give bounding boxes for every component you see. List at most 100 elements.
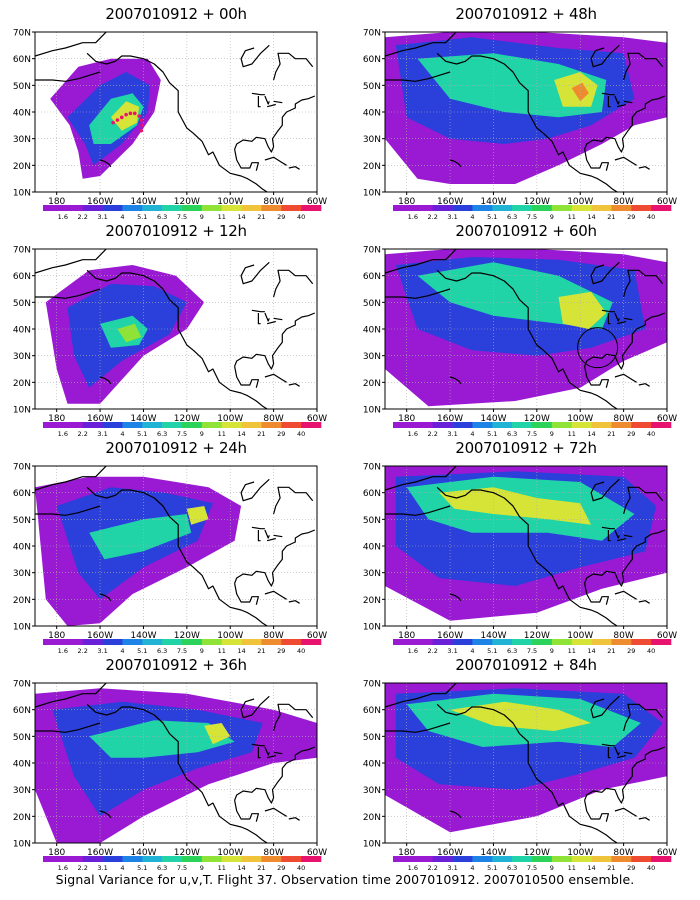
colorbar-swatch bbox=[512, 422, 533, 428]
coastline bbox=[273, 317, 283, 321]
lon-label: 60W bbox=[657, 414, 677, 424]
coastline bbox=[35, 505, 101, 516]
lon-label: 160W bbox=[437, 197, 463, 207]
variance-region bbox=[439, 487, 592, 525]
coastline bbox=[99, 376, 112, 385]
map-panel: 2007010912 + 84h 70N 60N 50N 40N 30N 20N 10N 180… bbox=[355, 656, 685, 871]
colorbar-label: 29 bbox=[627, 864, 635, 871]
colorbar-label: 6.3 bbox=[507, 213, 517, 220]
colorbar-swatch bbox=[241, 422, 262, 428]
colorbar-label: 4 bbox=[120, 647, 124, 654]
coastline bbox=[449, 159, 462, 168]
coastline bbox=[590, 44, 620, 68]
lat-label: 30N bbox=[13, 135, 31, 145]
coastline bbox=[616, 537, 626, 542]
coastline bbox=[614, 746, 620, 756]
colorbar-swatch bbox=[43, 205, 64, 211]
lon-label: 140W bbox=[130, 848, 156, 858]
colorbar-swatch bbox=[532, 856, 553, 862]
coastline bbox=[607, 530, 611, 542]
lon-label: 140W bbox=[480, 848, 506, 858]
colorbar-label: 3.1 bbox=[447, 213, 457, 220]
lat-label: 40N bbox=[363, 760, 381, 770]
variance-region bbox=[450, 701, 592, 731]
coastline bbox=[288, 383, 300, 387]
colorbar-label: 9 bbox=[200, 430, 204, 437]
lat-label: 50N bbox=[13, 82, 31, 92]
coastline bbox=[266, 754, 276, 759]
variance-map: 70N 60N 50N 40N 30N 20N 10N 180 160W 140W 120W 100W… bbox=[13, 29, 327, 221]
coastline bbox=[584, 366, 609, 388]
lon-label: 140W bbox=[480, 631, 506, 641]
lat-label: 50N bbox=[13, 516, 31, 526]
variance-region bbox=[117, 323, 142, 343]
lon-label: 60W bbox=[307, 631, 327, 641]
colorbar-swatch bbox=[651, 856, 672, 862]
lon-label: 60W bbox=[307, 414, 327, 424]
variance-map: 70N 60N 50N 40N 30N 20N 10N 180 160W 140W 120W 100W… bbox=[363, 463, 677, 655]
colorbar-label: 40 bbox=[647, 864, 655, 871]
colorbar-label: 11 bbox=[218, 430, 226, 437]
colorbar-swatch bbox=[492, 205, 513, 211]
colorbar-swatch bbox=[162, 639, 183, 645]
colorbar-swatch bbox=[221, 639, 242, 645]
coastline bbox=[99, 159, 112, 168]
colorbar-swatch bbox=[182, 856, 203, 862]
coastline bbox=[257, 530, 261, 542]
coastline bbox=[436, 486, 618, 626]
coastline bbox=[601, 743, 615, 747]
colorbar-swatch bbox=[591, 639, 612, 645]
lon-label: 160W bbox=[437, 414, 463, 424]
lon-label: 140W bbox=[130, 631, 156, 641]
panel-title: 2007010912 + 12h bbox=[105, 222, 247, 240]
colorbar-label: 1.6 bbox=[58, 213, 68, 220]
colorbar-label: 29 bbox=[627, 430, 635, 437]
colorbar-label: 14 bbox=[237, 864, 245, 871]
coastline bbox=[273, 486, 314, 515]
variance-map: 70N 60N 50N 40N 30N 20N 10N 180 160W 140W 120W 100W… bbox=[363, 29, 677, 221]
colorbar-swatch bbox=[182, 639, 203, 645]
colorbar-swatch bbox=[412, 856, 434, 862]
colorbar-swatch bbox=[261, 205, 282, 211]
colorbar-swatch bbox=[591, 422, 612, 428]
colorbar-swatch bbox=[261, 422, 282, 428]
colorbar-swatch bbox=[571, 205, 592, 211]
colorbar-label: 2.2 bbox=[78, 864, 88, 871]
colorbar-swatch bbox=[142, 205, 163, 211]
coastline bbox=[273, 100, 283, 104]
lon-label: 140W bbox=[480, 197, 506, 207]
colorbar-swatch bbox=[221, 205, 242, 211]
colorbar-swatch bbox=[281, 639, 302, 645]
colorbar-swatch bbox=[472, 205, 493, 211]
coastline bbox=[35, 249, 107, 274]
lon-label: 180 bbox=[48, 197, 65, 207]
coastline bbox=[240, 478, 270, 502]
colorbar-swatch bbox=[221, 856, 242, 862]
observation-point bbox=[139, 118, 144, 122]
variance-map: 70N 60N 50N 40N 30N 20N 10N 180 160W 140W 120W 100W… bbox=[363, 680, 677, 872]
coastline bbox=[234, 149, 259, 171]
colorbar-swatch bbox=[452, 422, 473, 428]
colorbar-swatch bbox=[122, 856, 143, 862]
coastline bbox=[614, 529, 620, 539]
map-panel: 2007010912 + 00h 70N 60N 50N 40N 30N 20N 10N 180… bbox=[5, 5, 335, 220]
panel-title: 2007010912 + 60h bbox=[455, 222, 597, 240]
lat-label: 70N bbox=[13, 463, 31, 473]
colorbar-label: 9 bbox=[550, 864, 554, 871]
lat-label: 30N bbox=[363, 786, 381, 796]
colorbar-swatch bbox=[301, 639, 322, 645]
lat-label: 20N bbox=[363, 813, 381, 823]
lon-label: 180 bbox=[398, 414, 415, 424]
colorbar-swatch bbox=[62, 422, 84, 428]
colorbar-swatch bbox=[241, 205, 262, 211]
coastline bbox=[385, 288, 451, 299]
lat-label: 30N bbox=[13, 352, 31, 362]
coastline bbox=[264, 746, 270, 756]
colorbar-swatch bbox=[551, 205, 573, 211]
variance-map: 70N 60N 50N 40N 30N 20N 10N 180 160W 140W 120W 100W… bbox=[13, 246, 327, 438]
coastline bbox=[584, 800, 609, 822]
lat-label: 50N bbox=[363, 299, 381, 309]
coastline bbox=[436, 703, 618, 843]
colorbar-swatch bbox=[551, 639, 573, 645]
lon-label: 120W bbox=[174, 631, 200, 641]
